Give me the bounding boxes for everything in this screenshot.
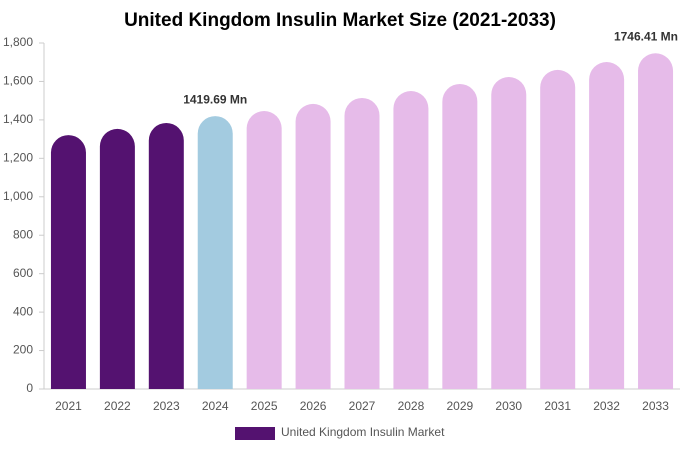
y-tick-label: 1,400 bbox=[3, 112, 33, 126]
y-tick-label: 600 bbox=[13, 266, 33, 280]
x-tick-label: 2024 bbox=[202, 399, 229, 413]
y-tick-label: 1,200 bbox=[3, 151, 33, 165]
x-tick-label: 2029 bbox=[446, 399, 473, 413]
x-tick-label: 2021 bbox=[55, 399, 82, 413]
x-tick-label: 2027 bbox=[349, 399, 376, 413]
bar bbox=[344, 97, 380, 389]
y-tick-label: 800 bbox=[13, 227, 33, 241]
bar bbox=[295, 103, 331, 389]
data-label: 1746.41 Mn bbox=[614, 29, 678, 43]
bar bbox=[442, 83, 478, 390]
chart-title: United Kingdom Insulin Market Size (2021… bbox=[124, 10, 556, 31]
bar bbox=[491, 77, 527, 390]
bar bbox=[638, 53, 674, 390]
x-tick-label: 2025 bbox=[251, 399, 278, 413]
y-tick-label: 400 bbox=[13, 304, 33, 318]
x-tick-label: 2030 bbox=[495, 399, 522, 413]
legend-label: United Kingdom Insulin Market bbox=[281, 425, 445, 439]
y-tick-label: 1,000 bbox=[3, 189, 33, 203]
bar bbox=[393, 91, 429, 390]
y-tick-label: 1,600 bbox=[3, 74, 33, 88]
bar bbox=[99, 128, 135, 389]
data-label: 1419.69 Mn bbox=[183, 92, 247, 106]
y-tick-label: 1,800 bbox=[3, 35, 33, 49]
y-tick-label: 200 bbox=[13, 343, 33, 357]
bar bbox=[50, 135, 86, 389]
x-tick-label: 2023 bbox=[153, 399, 180, 413]
bar bbox=[197, 116, 233, 389]
bar bbox=[246, 111, 282, 389]
x-tick-label: 2028 bbox=[398, 399, 425, 413]
y-tick-label: 0 bbox=[26, 381, 33, 395]
x-tick-label: 2033 bbox=[642, 399, 669, 413]
bar bbox=[589, 62, 625, 389]
x-tick-label: 2026 bbox=[300, 399, 327, 413]
bar bbox=[540, 69, 576, 390]
x-tick-label: 2022 bbox=[104, 399, 131, 413]
x-tick-label: 2031 bbox=[544, 399, 571, 413]
x-tick-label: 2032 bbox=[593, 399, 620, 413]
bar bbox=[148, 122, 184, 389]
legend-swatch bbox=[235, 427, 275, 440]
